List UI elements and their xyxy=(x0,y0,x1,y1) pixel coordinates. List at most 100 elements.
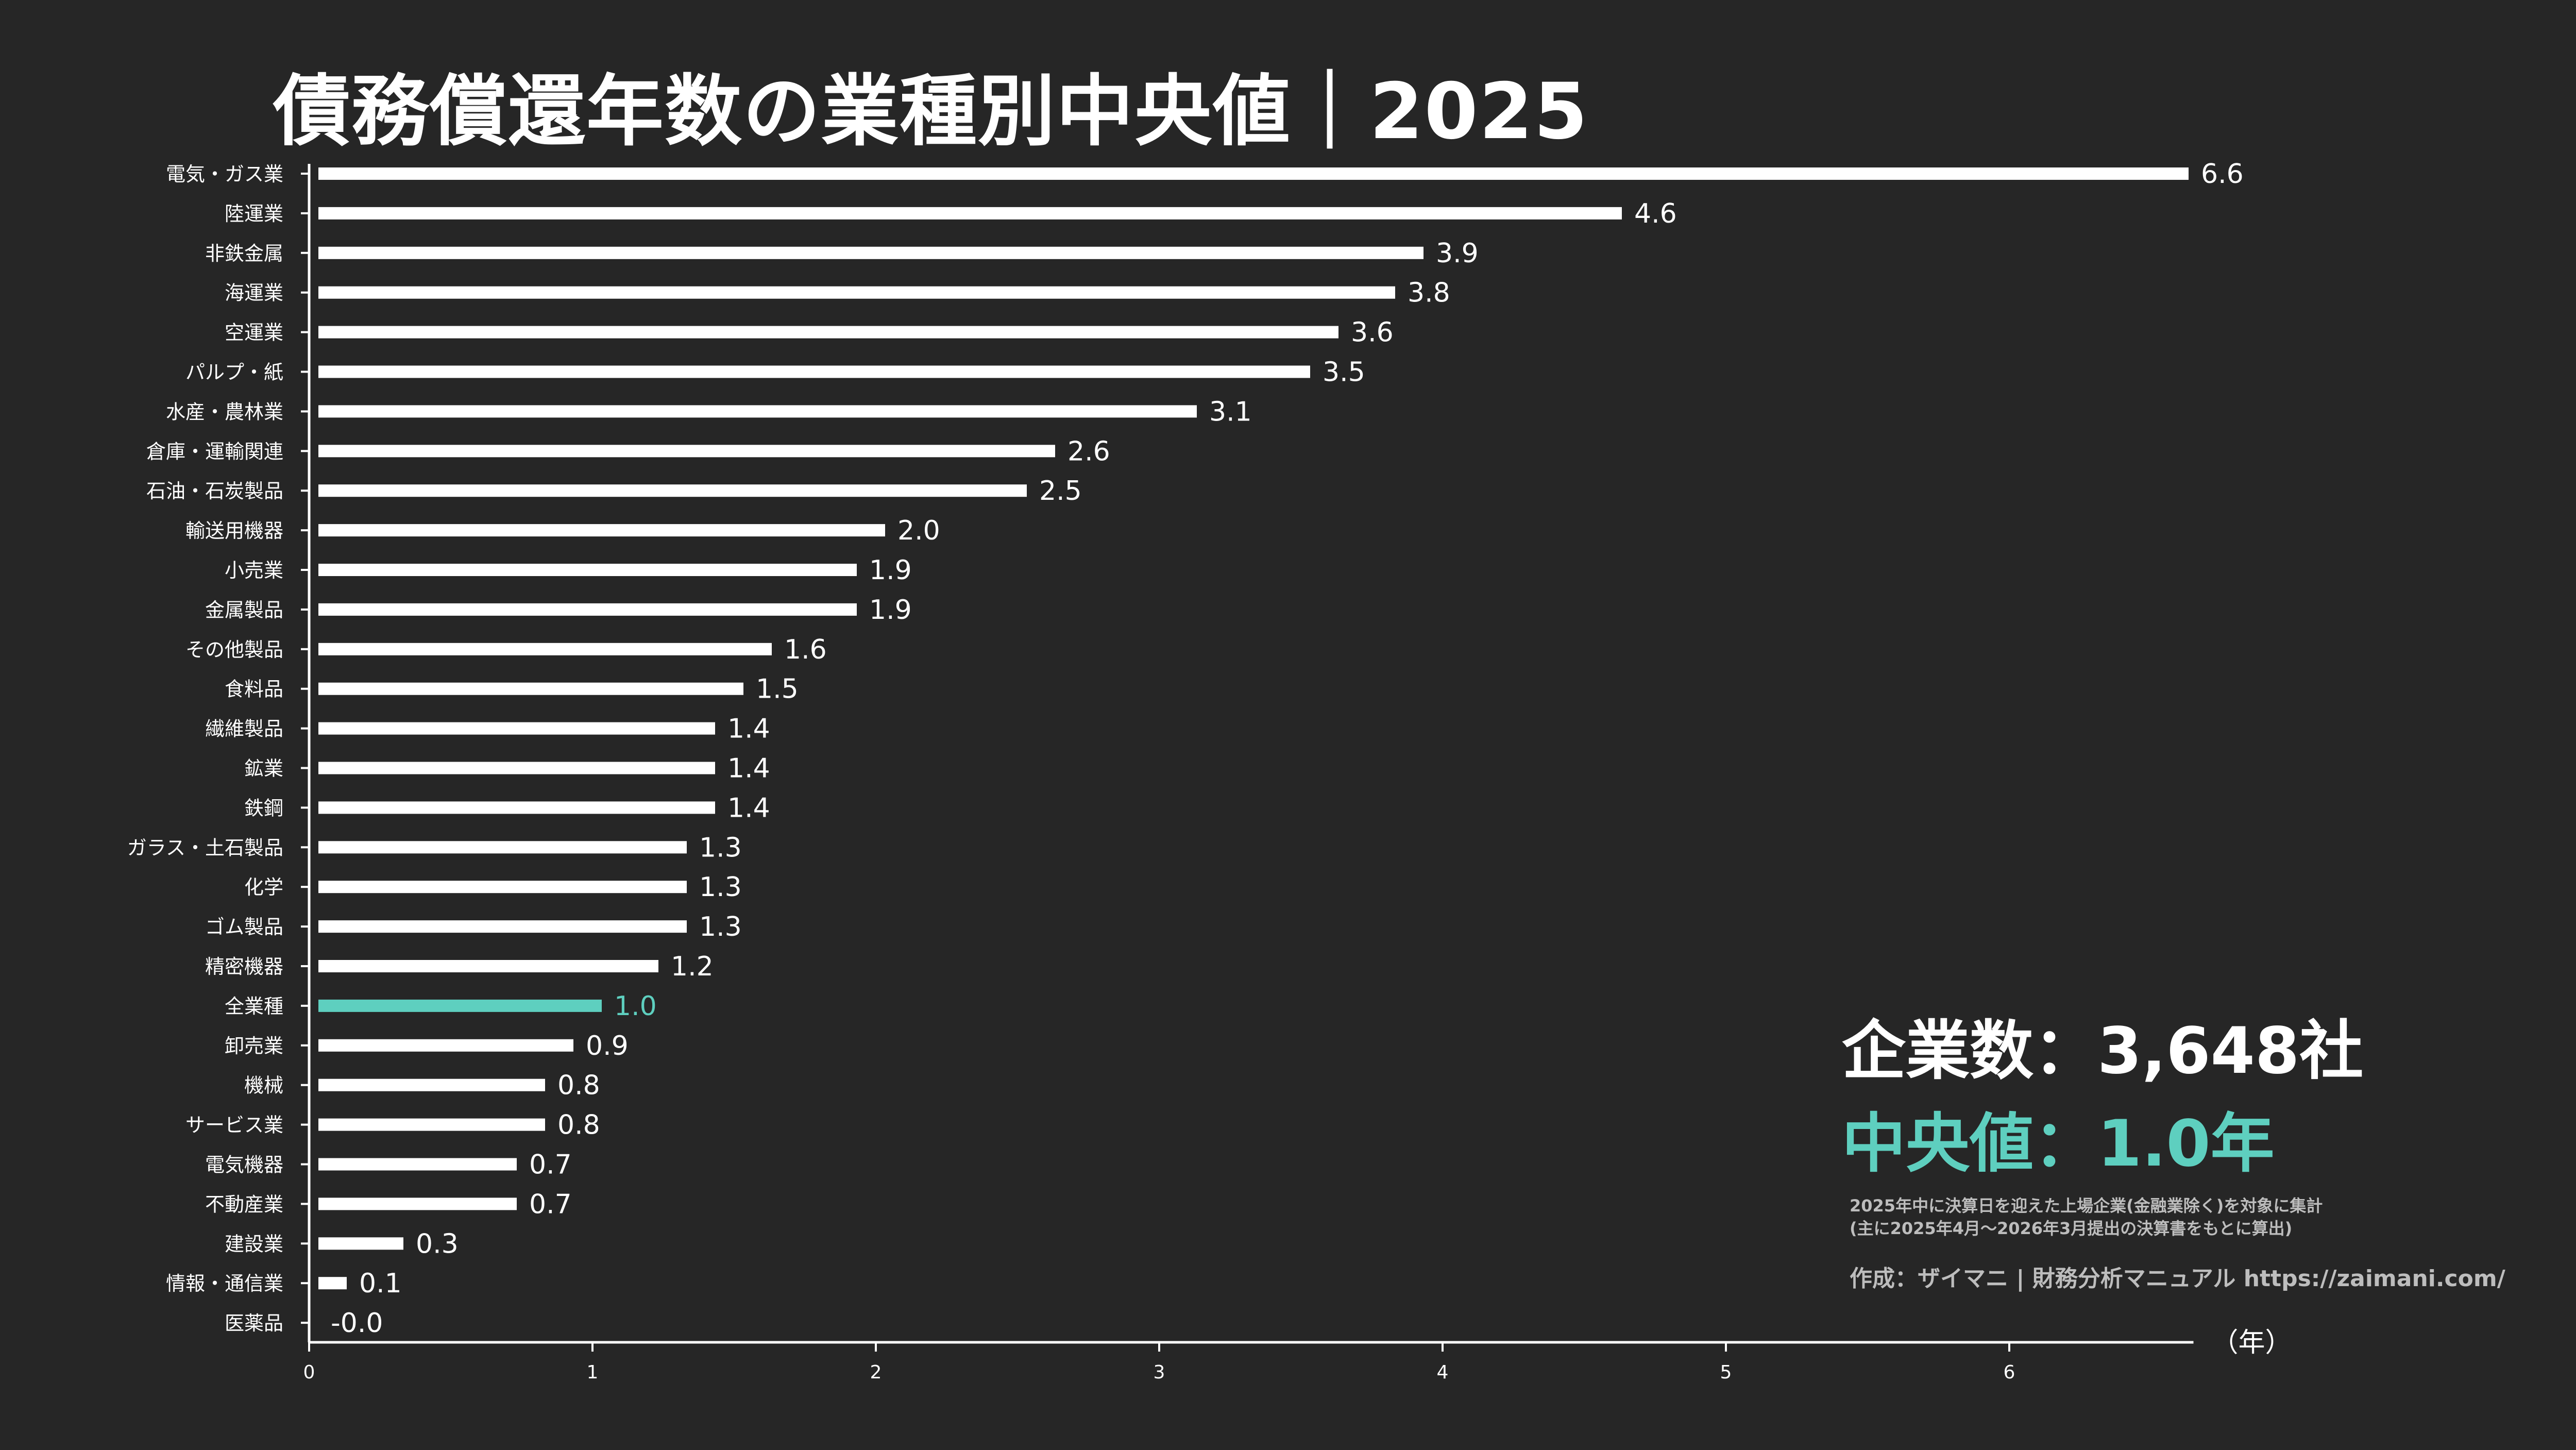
median-label: 中央値：1.0年 xyxy=(1842,1107,2275,1181)
category-label: 倉庫・運輸関連 xyxy=(146,440,283,463)
category-label: 陸運業 xyxy=(225,203,283,225)
credit-text: 作成：ザイマニ | 財務分析マニュアル https://zaimani.com/ xyxy=(1850,1266,2505,1292)
bar xyxy=(318,286,1395,299)
value-label: 1.0 xyxy=(614,991,657,1022)
bar xyxy=(318,643,772,655)
category-label: 卸売業 xyxy=(225,1035,283,1057)
bar xyxy=(318,445,1055,458)
value-label: 1.9 xyxy=(869,555,912,586)
category-label: その他製品 xyxy=(185,638,283,661)
bar xyxy=(318,405,1197,418)
category-label: 全業種 xyxy=(225,995,283,1018)
value-label: 1.4 xyxy=(727,753,770,784)
category-label: 精密機器 xyxy=(205,955,283,978)
category-label: ガラス・土石製品 xyxy=(127,836,283,859)
bar xyxy=(318,603,857,616)
x-axis-label: （年） xyxy=(2212,1327,2292,1358)
category-label: 鉱業 xyxy=(244,757,283,780)
category-label: 化学 xyxy=(244,876,283,899)
category-label: 不動産業 xyxy=(205,1193,283,1216)
bar xyxy=(318,484,1027,497)
category-label: 水産・農林業 xyxy=(166,400,283,423)
note-line-2: (主に2025年4月〜2026年3月提出の決算書をもとに算出) xyxy=(1850,1219,2293,1238)
company-count-label: 企業数：3,648社 xyxy=(1842,1014,2364,1088)
bar xyxy=(318,564,857,576)
category-label: 電気・ガス業 xyxy=(166,163,283,186)
bar xyxy=(318,801,715,814)
value-label: 0.8 xyxy=(557,1110,600,1141)
bar xyxy=(318,365,1310,378)
value-label: 0.9 xyxy=(586,1031,629,1061)
category-label: パルプ・紙 xyxy=(185,361,283,384)
category-label: サービス業 xyxy=(185,1114,283,1137)
value-label: 1.6 xyxy=(784,634,827,665)
category-label: 建設業 xyxy=(225,1233,283,1255)
category-label: 情報・通信業 xyxy=(166,1272,283,1295)
x-tick-label: 0 xyxy=(303,1362,315,1383)
value-label: 0.3 xyxy=(416,1228,459,1259)
category-label: 海運業 xyxy=(225,282,283,305)
value-label: 6.6 xyxy=(2201,159,2244,190)
category-label: 輸送用機器 xyxy=(185,519,283,542)
bar xyxy=(318,1118,545,1131)
value-label: 3.1 xyxy=(1209,396,1252,427)
bar xyxy=(318,1277,347,1290)
bar xyxy=(318,920,687,933)
value-label: 1.3 xyxy=(699,912,742,942)
category-label: 食料品 xyxy=(225,678,283,701)
bar xyxy=(318,1078,545,1091)
bar xyxy=(318,1237,403,1250)
category-label: 医薬品 xyxy=(225,1312,283,1335)
bar xyxy=(318,167,2189,180)
bar xyxy=(318,1198,517,1210)
bar xyxy=(318,1039,573,1052)
value-label: 0.7 xyxy=(529,1189,572,1220)
value-label: 1.3 xyxy=(699,832,742,863)
category-label: 金属製品 xyxy=(205,599,283,621)
x-tick-label: 2 xyxy=(870,1362,882,1383)
value-label: 4.6 xyxy=(1634,198,1677,229)
value-label: -0.0 xyxy=(331,1308,383,1339)
bar xyxy=(318,999,602,1012)
summary-stats: 企業数：3,648社 中央値：1.0年 xyxy=(1842,1005,2363,1190)
value-label: 2.0 xyxy=(897,515,940,546)
value-label: 0.1 xyxy=(359,1268,402,1299)
bar xyxy=(318,682,743,695)
bar xyxy=(318,881,687,893)
bar xyxy=(318,326,1338,339)
x-tick-label: 4 xyxy=(1437,1362,1449,1383)
note-line-1: 2025年中に決算日を迎えた上場企業(金融業除く)を対象に集計 xyxy=(1850,1196,2323,1216)
x-tick-label: 3 xyxy=(1154,1362,1165,1383)
value-label: 1.4 xyxy=(727,793,770,823)
value-label: 1.2 xyxy=(671,951,714,982)
x-tick-label: 1 xyxy=(587,1362,599,1383)
category-label: 空運業 xyxy=(225,322,283,344)
bar xyxy=(318,207,1622,220)
value-label: 3.6 xyxy=(1351,317,1394,348)
value-label: 3.8 xyxy=(1408,278,1450,309)
bar xyxy=(318,762,715,774)
value-label: 0.7 xyxy=(529,1150,572,1181)
bar xyxy=(318,841,687,854)
bar xyxy=(318,1158,517,1171)
value-label: 0.8 xyxy=(557,1070,600,1101)
category-label: 機械 xyxy=(244,1074,283,1097)
chart-title: 債務償還年数の業種別中央値｜2025 xyxy=(273,67,1589,157)
category-label: 非鉄金属 xyxy=(205,242,283,265)
category-label: 石油・石炭製品 xyxy=(146,480,283,502)
x-tick-label: 6 xyxy=(2004,1362,2015,1383)
category-label: 小売業 xyxy=(225,559,283,582)
category-label: ゴム製品 xyxy=(205,916,283,938)
value-label: 1.4 xyxy=(727,714,770,745)
value-label: 3.5 xyxy=(1323,357,1365,388)
bar xyxy=(318,524,885,537)
value-label: 2.5 xyxy=(1039,476,1082,507)
category-label: 鉄鋼 xyxy=(244,797,283,819)
bar xyxy=(318,722,715,735)
bar xyxy=(318,246,1423,259)
value-label: 3.9 xyxy=(1436,238,1479,269)
value-label: 1.5 xyxy=(756,674,799,705)
category-label: 繊維製品 xyxy=(205,718,283,740)
